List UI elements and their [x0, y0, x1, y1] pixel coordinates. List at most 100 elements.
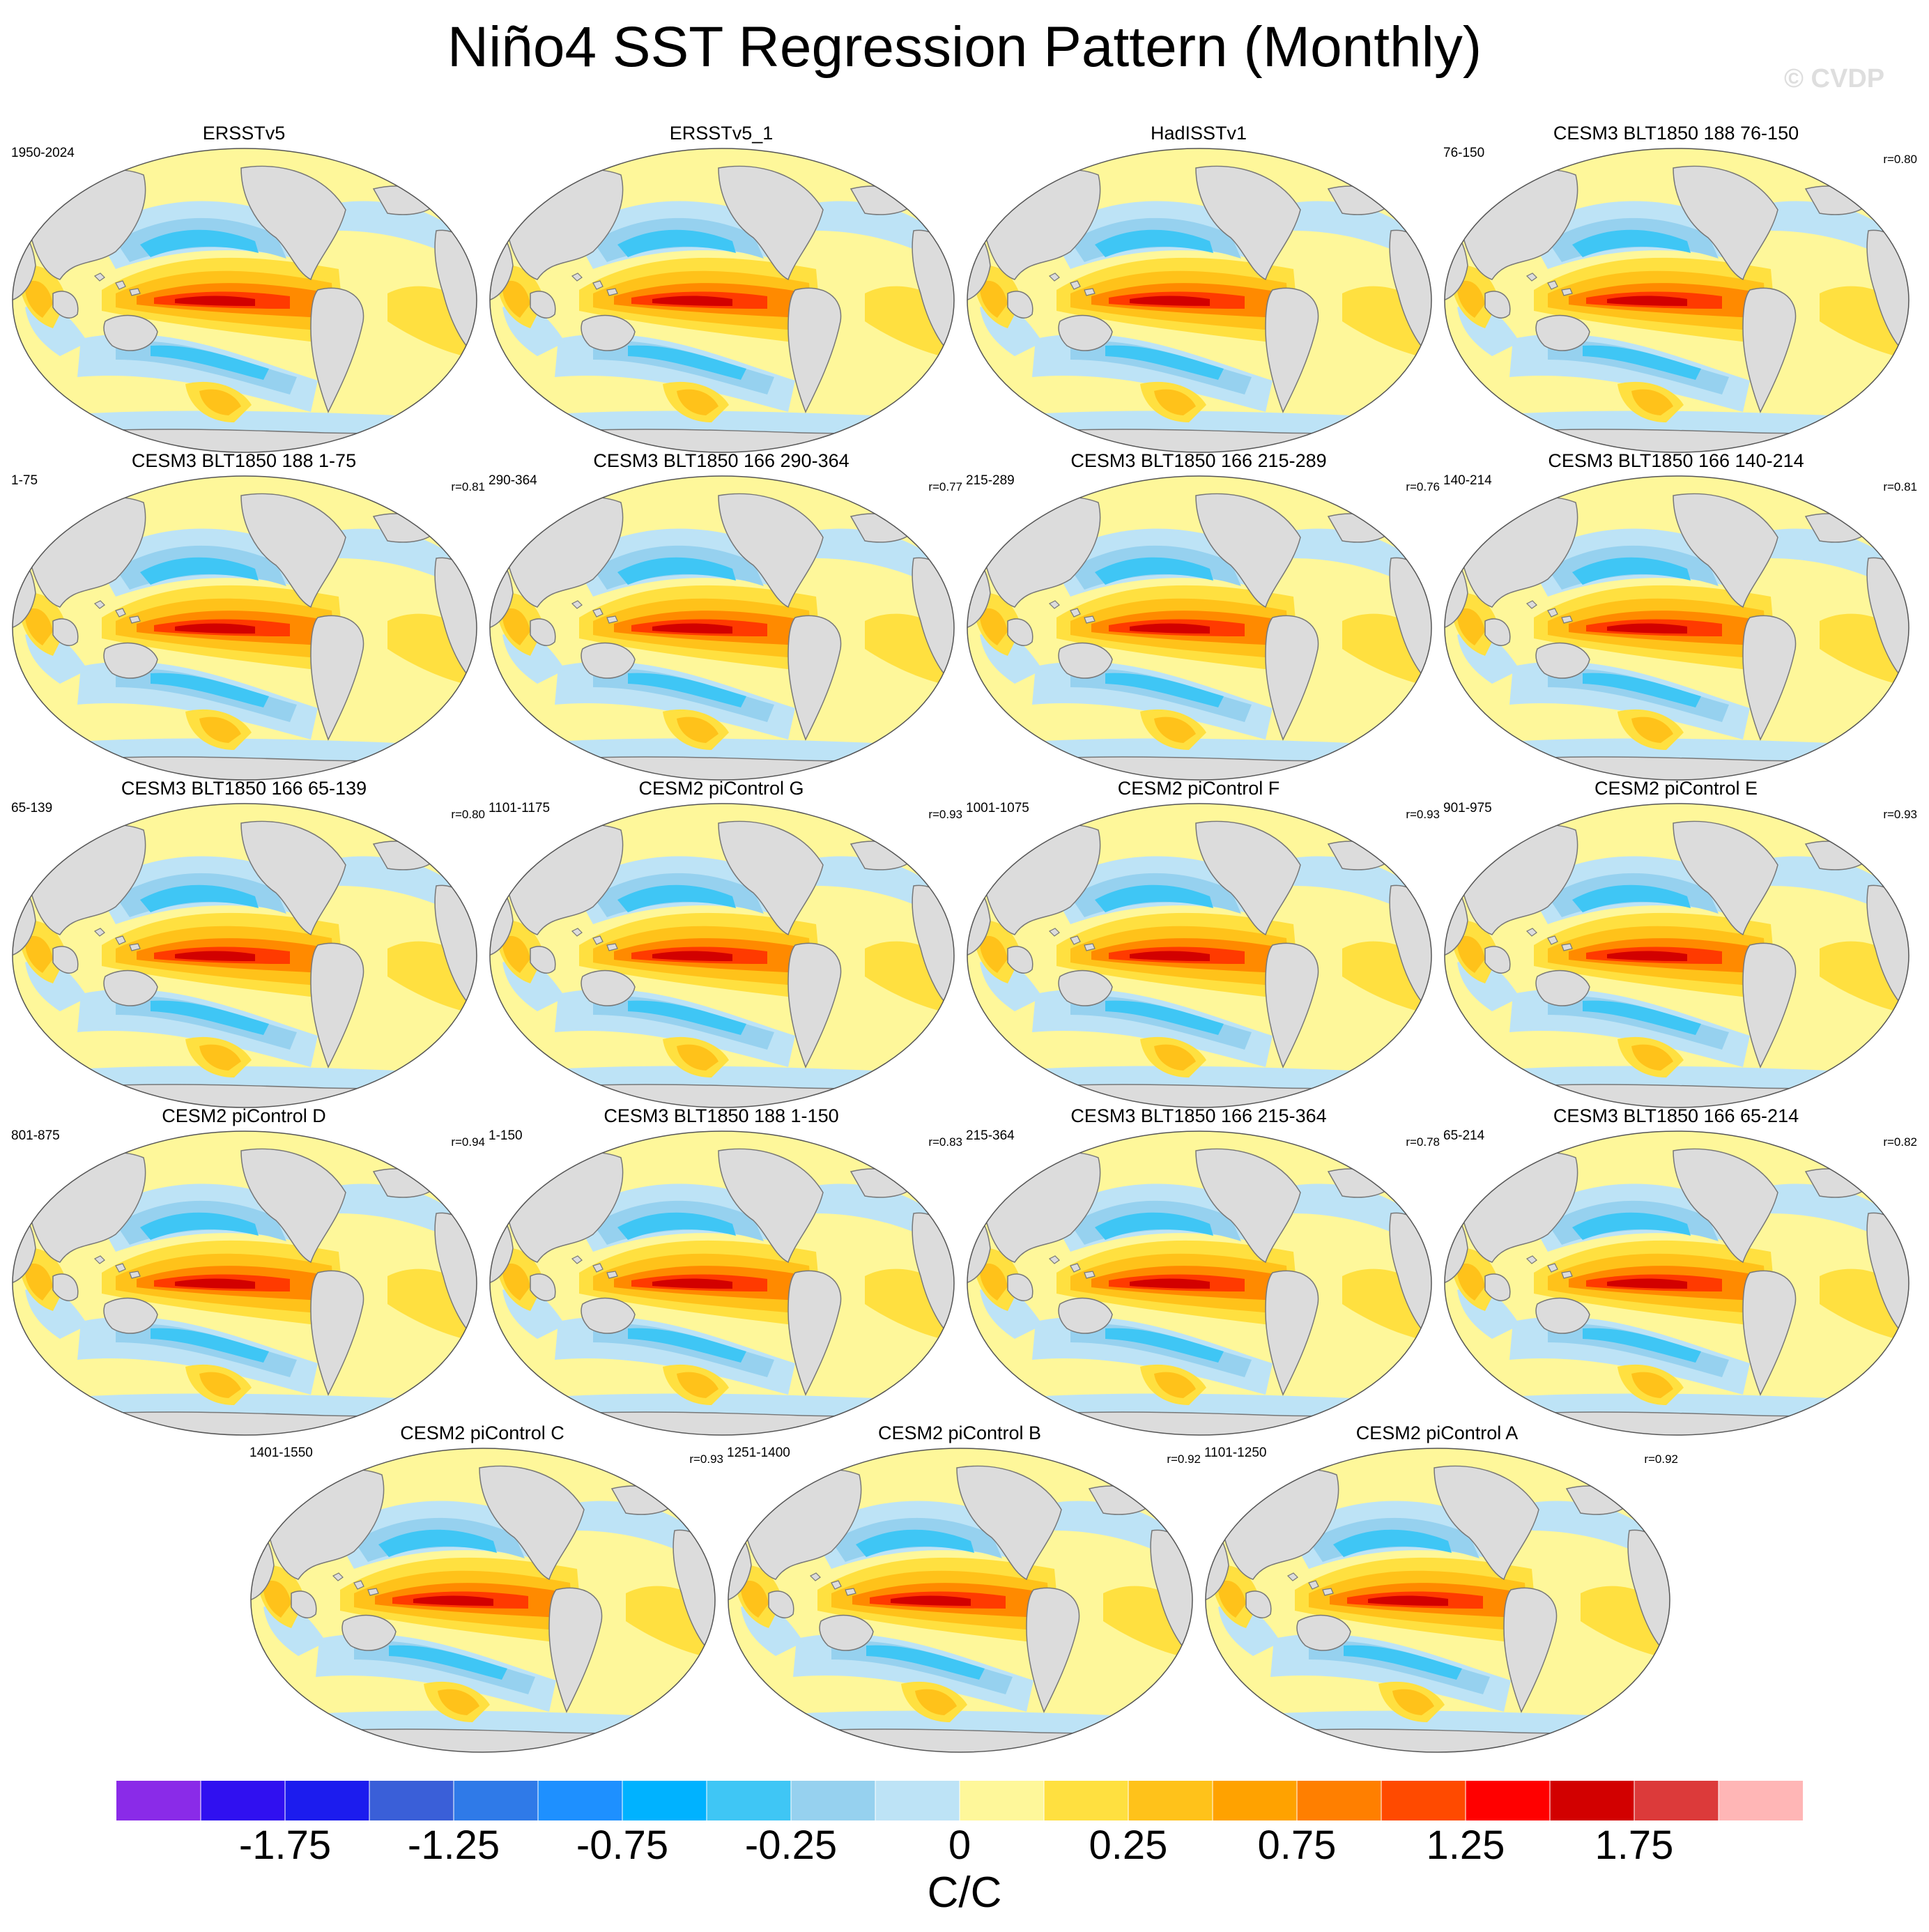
panel-years-label: 215-289 — [966, 473, 1015, 488]
map-panel: ERSSTv5 1950-2024 — [0, 122, 488, 457]
colorbar-segment — [622, 1781, 707, 1820]
panel-title: CESM3 BLT1850 188 1-75 — [131, 450, 357, 471]
panel-years-label: 290-364 — [489, 473, 537, 488]
world-map — [11, 1130, 478, 1436]
panel-correlation-label: r=0.82 — [1883, 1135, 1917, 1149]
world-map — [11, 475, 478, 781]
map-panel: CESM2 piControl B 1251-1400 r=0.92 — [716, 1422, 1204, 1756]
world-map — [1443, 147, 1910, 454]
map-panel: CESM2 piControl A 1101-1250 r=0.92 — [1193, 1422, 1681, 1756]
world-map — [1443, 1130, 1910, 1436]
colorbar-segment — [1719, 1781, 1803, 1820]
colorbar-segment — [1381, 1781, 1466, 1820]
colorbar — [116, 1781, 1803, 1820]
panel-title: CESM2 piControl A — [1355, 1423, 1519, 1443]
world-map — [1443, 475, 1910, 781]
colorbar-segment — [538, 1781, 623, 1820]
colorbar-tick-label: 0 — [948, 1823, 971, 1868]
world-map — [1443, 802, 1910, 1109]
colorbar-segment — [1634, 1781, 1719, 1820]
panel-years-label: 65-139 — [11, 801, 53, 815]
map-panel: CESM3 BLT1850 166 215-364 215-364 r=0.78 — [955, 1105, 1443, 1439]
map-panel: ERSSTv5_1 — [477, 122, 965, 457]
map-panel: CESM3 BLT1850 166 140-214 140-214 r=0.81 — [1432, 450, 1920, 784]
colorbar-segment — [1044, 1781, 1129, 1820]
panel-title: CESM2 piControl D — [162, 1105, 326, 1126]
world-map — [11, 147, 478, 454]
colorbar-segment — [791, 1781, 876, 1820]
panel-title: CESM3 BLT1850 166 65-214 — [1553, 1105, 1799, 1126]
main-title: Niño4 SST Regression Pattern (Monthly) — [447, 15, 1482, 79]
panel-correlation-label: r=0.93 — [689, 1452, 723, 1466]
world-map — [1204, 1447, 1671, 1754]
panel-correlation-label: r=0.78 — [1406, 1135, 1440, 1149]
panel-correlation-label: r=0.93 — [1883, 808, 1917, 821]
map-panel: CESM2 piControl E 901-975 r=0.93 — [1432, 777, 1920, 1112]
panel-years-label: 1950-2024 — [11, 146, 75, 160]
colorbar-tick-label: 1.25 — [1426, 1823, 1505, 1868]
panel-years-label: 140-214 — [1443, 473, 1492, 488]
colorbar-tick-label: -1.75 — [238, 1823, 332, 1868]
panel-years-label: 901-975 — [1443, 801, 1492, 815]
world-map — [966, 802, 1433, 1109]
colorbar-tick-label: 0.25 — [1089, 1823, 1168, 1868]
panel-title: ERSSTv5_1 — [669, 123, 774, 144]
world-map — [489, 802, 955, 1109]
panel-correlation-label: r=0.93 — [1406, 808, 1440, 821]
panel-years-label: 76-150 — [1443, 146, 1485, 160]
panel-correlation-label: r=0.92 — [1644, 1452, 1678, 1466]
panel-correlation-label: r=0.92 — [1167, 1452, 1201, 1466]
map-panel: CESM3 BLT1850 166 65-139 65-139 r=0.80 — [0, 777, 488, 1112]
panel-years-label: 1401-1550 — [249, 1446, 313, 1460]
panel-correlation-label: r=0.77 — [928, 480, 962, 493]
panel-title: CESM2 piControl G — [638, 778, 804, 799]
panel-years-label: 1101-1250 — [1204, 1446, 1267, 1460]
panel-years-label: 1251-1400 — [727, 1446, 790, 1460]
colorbar-segment — [1466, 1781, 1551, 1820]
map-panel: CESM3 BLT1850 166 290-364 290-364 r=0.77 — [477, 450, 965, 784]
panel-years-label: 1-150 — [489, 1128, 523, 1143]
world-map — [489, 1130, 955, 1436]
panel-title: CESM3 BLT1850 166 290-364 — [593, 450, 850, 471]
world-map — [489, 147, 955, 454]
colorbar-tick-label: -0.25 — [744, 1823, 838, 1868]
colorbar-segment — [1550, 1781, 1635, 1820]
map-panel: CESM2 piControl C 1401-1550 r=0.93 — [238, 1422, 726, 1756]
map-panel: CESM3 BLT1850 188 76-150 76-150 r=0.80 — [1432, 122, 1920, 457]
panel-correlation-label: r=0.83 — [928, 1135, 962, 1149]
colorbar-tick-label: 0.75 — [1257, 1823, 1337, 1868]
panel-title: CESM3 BLT1850 166 215-289 — [1070, 450, 1327, 471]
colorbar-segment — [116, 1781, 201, 1820]
panel-years-label: 65-214 — [1443, 1128, 1485, 1143]
map-panel: CESM2 piControl D 801-875 r=0.94 — [0, 1105, 488, 1439]
map-panel: CESM3 BLT1850 166 215-289 215-289 r=0.76 — [955, 450, 1443, 784]
map-panel: CESM3 BLT1850 188 1-75 1-75 r=0.81 — [0, 450, 488, 784]
colorbar-segment — [875, 1781, 960, 1820]
map-panel: CESM2 piControl F 1001-1075 r=0.93 — [955, 777, 1443, 1112]
world-map — [966, 475, 1433, 781]
panel-title: CESM2 piControl E — [1594, 778, 1758, 799]
panel-title: CESM3 BLT1850 166 65-139 — [121, 778, 367, 799]
panel-years-label: 215-364 — [966, 1128, 1015, 1143]
colorbar-segment — [285, 1781, 370, 1820]
panel-years-label: 1-75 — [11, 473, 38, 488]
colorbar-segment — [1128, 1781, 1213, 1820]
world-map — [966, 147, 1433, 454]
colorbar-segment — [1213, 1781, 1298, 1820]
panel-correlation-label: r=0.80 — [1883, 153, 1917, 166]
panel-title: CESM3 BLT1850 166 140-214 — [1548, 450, 1804, 471]
cvdp-watermark: © CVDP — [1784, 64, 1885, 93]
colorbar-tick-label: -1.25 — [407, 1823, 500, 1868]
panel-years-label: 801-875 — [11, 1128, 60, 1143]
panel-correlation-label: r=0.81 — [1883, 480, 1917, 493]
colorbar-segment — [454, 1781, 539, 1820]
colorbar-tick-label: 1.75 — [1594, 1823, 1674, 1868]
colorbar-units-label: C/C — [927, 1869, 1002, 1917]
panel-title: CESM3 BLT1850 166 215-364 — [1070, 1105, 1327, 1126]
panel-correlation-label: r=0.76 — [1406, 480, 1440, 493]
panel-title: ERSSTv5 — [202, 123, 286, 144]
map-panel: CESM3 BLT1850 166 65-214 65-214 r=0.82 — [1432, 1105, 1920, 1439]
panel-title: HadISSTv1 — [1150, 123, 1247, 144]
world-map — [966, 1130, 1433, 1436]
panel-title: CESM2 piControl F — [1117, 778, 1280, 799]
